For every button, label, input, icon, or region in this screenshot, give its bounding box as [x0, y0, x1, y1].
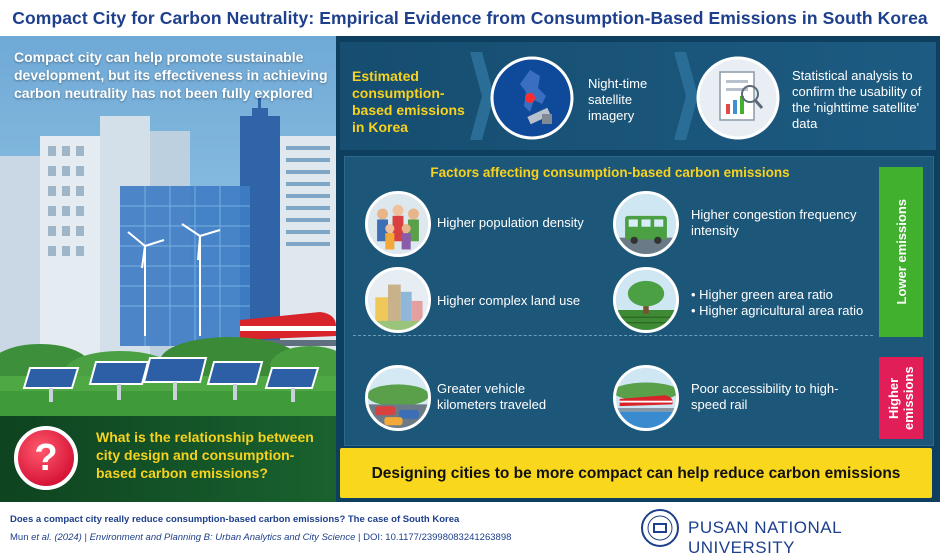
chevron-right-icon	[674, 52, 698, 140]
high-speed-train-icon	[613, 365, 679, 431]
factor-congestion: Higher congestion frequency intensity	[691, 207, 857, 238]
traffic-cars-icon	[365, 365, 431, 431]
infographic-body: Compact city can help promote sustainabl…	[0, 36, 940, 502]
citation-title: Does a compact city really reduce consum…	[10, 514, 460, 525]
findings-panel: Estimated consumption-based emissions in…	[336, 36, 940, 502]
higher-emissions-label: Higher emissions	[886, 366, 916, 430]
factor-land-use: Higher complex land use	[437, 293, 581, 308]
university-seal-logo	[641, 509, 679, 547]
factor-green-area: • Higher green area ratio	[691, 287, 833, 302]
citation-journal: Environment and Planning B: Urban Analyt…	[89, 532, 356, 543]
mixed-buildings-icon	[365, 267, 431, 333]
method-steps: Estimated consumption-based emissions in…	[340, 42, 936, 150]
factor-agricultural-area: • Higher agricultural area ratio	[691, 303, 864, 318]
factor-population-density: Higher population density	[437, 215, 584, 230]
citation-et-al: et al. (2024)	[31, 532, 82, 543]
factors-title: Factors affecting consumption-based carb…	[430, 165, 790, 180]
lower-emissions-label: Lower emissions	[893, 199, 909, 305]
page-title: Compact City for Carbon Neutrality: Empi…	[0, 0, 940, 36]
step-statistical-analysis: Statistical analysis to confirm the usab…	[792, 68, 922, 131]
chevron-right-icon	[470, 52, 494, 140]
step-satellite-imagery: Night-time satellite imagery	[588, 76, 648, 123]
step-estimated-emissions: Estimated consumption-based emissions in…	[352, 68, 465, 135]
section-divider	[353, 335, 873, 336]
crowd-icon	[365, 191, 431, 257]
factor-high-speed-rail: Poor accessibility to high-speed rail	[691, 381, 839, 412]
tree-icon	[613, 267, 679, 333]
lower-emissions-badge: Lower emissions	[879, 167, 923, 337]
footer: Does a compact city really reduce consum…	[0, 502, 940, 554]
citation-separator: |	[355, 532, 364, 543]
citation-reference: Mun et al. (2024) | Environment and Plan…	[10, 532, 511, 543]
factors-box: Factors affecting consumption-based carb…	[344, 156, 934, 446]
higher-emissions-badge: Higher emissions	[879, 357, 923, 439]
satellite-globe-icon	[490, 56, 574, 140]
city-illustration-panel: Compact city can help promote sustainabl…	[0, 36, 336, 502]
factor-vehicle-km: Greater vehicle kilometers traveled	[437, 381, 547, 412]
citation-authors: Mun	[10, 532, 32, 543]
statistics-report-icon	[696, 56, 780, 140]
research-question-box: ? What is the relationship between city …	[0, 416, 336, 502]
question-mark-icon: ?	[14, 426, 78, 490]
citation-separator: |	[81, 532, 90, 543]
citation-doi: DOI: 10.1177/23998083241263898	[363, 532, 512, 543]
intro-text: Compact city can help promote sustainabl…	[14, 49, 328, 101]
bus-icon	[613, 191, 679, 257]
university-name: PUSAN NATIONAL UNIVERSITY	[688, 518, 842, 554]
conclusion-banner: Designing cities to be more compact can …	[340, 448, 932, 498]
research-question: What is the relationship between city de…	[96, 429, 314, 481]
